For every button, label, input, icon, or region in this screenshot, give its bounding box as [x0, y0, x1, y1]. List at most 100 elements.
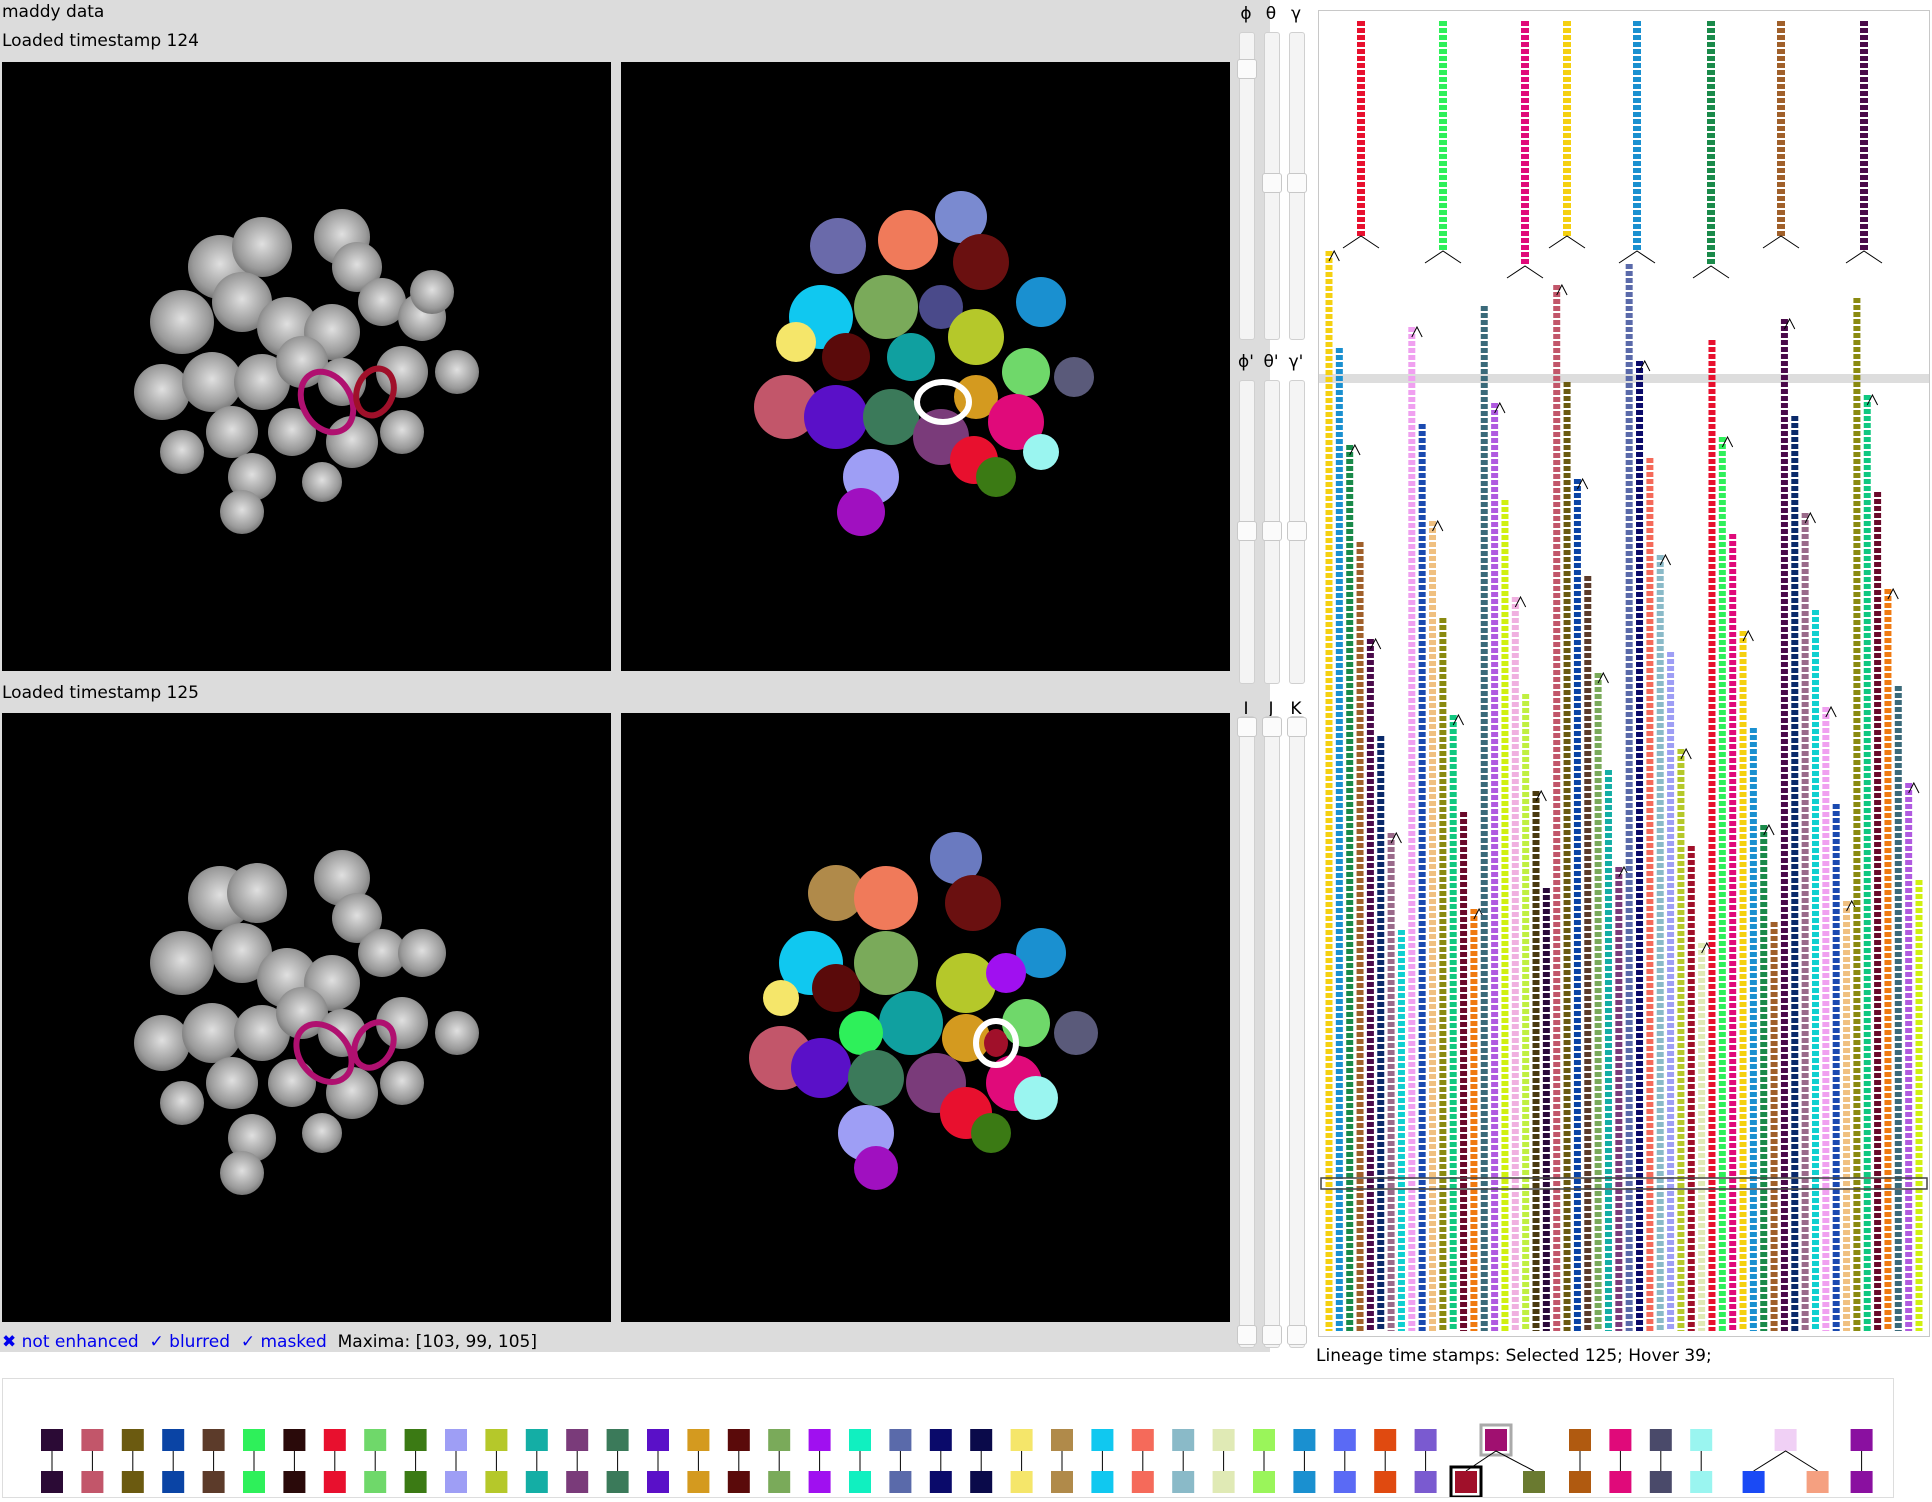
palette-child-swatch[interactable]: [849, 1471, 871, 1493]
raw-image-bottom[interactable]: [2, 713, 611, 1322]
palette-parent-swatch[interactable]: [970, 1429, 993, 1451]
theta-prime-slider-thumb[interactable]: [1262, 521, 1282, 541]
palette-child-swatch[interactable]: [243, 1471, 265, 1493]
phi-prime-slider-thumb[interactable]: [1237, 521, 1257, 541]
lineage-tree[interactable]: [1318, 10, 1930, 1337]
palette-child-swatch[interactable]: [1850, 1471, 1873, 1493]
palette-split-child-swatch[interactable]: [1742, 1471, 1765, 1493]
palette-parent-swatch[interactable]: [566, 1429, 589, 1451]
palette-parent-swatch[interactable]: [1091, 1429, 1114, 1451]
raw-image-top[interactable]: [2, 62, 611, 671]
palette-child-swatch[interactable]: [1293, 1471, 1316, 1493]
theta-slider-thumb[interactable]: [1262, 173, 1282, 193]
palette-child-swatch[interactable]: [1131, 1471, 1154, 1493]
palette-parent-swatch[interactable]: [525, 1429, 548, 1451]
palette-child-swatch[interactable]: [929, 1471, 952, 1493]
palette-parent-swatch[interactable]: [1690, 1429, 1713, 1451]
palette-child-swatch[interactable]: [323, 1471, 346, 1493]
palette-parent-swatch[interactable]: [1253, 1429, 1275, 1451]
palette-selected-parent-swatch[interactable]: [1485, 1429, 1507, 1451]
palette-parent-swatch[interactable]: [1010, 1429, 1033, 1451]
palette-parent-swatch[interactable]: [1414, 1429, 1437, 1451]
segmentation-image-bottom[interactable]: [621, 713, 1230, 1322]
palette-parent-swatch[interactable]: [929, 1429, 952, 1451]
phi-slider[interactable]: [1237, 32, 1257, 340]
i-slider-thumb-bottom[interactable]: [1237, 1325, 1257, 1345]
j-slider[interactable]: [1262, 716, 1282, 1348]
palette-parent-swatch[interactable]: [162, 1429, 185, 1451]
palette-child-swatch[interactable]: [1212, 1471, 1235, 1493]
theta-prime-slider[interactable]: [1262, 380, 1282, 684]
palette-parent-swatch[interactable]: [485, 1429, 508, 1451]
palette-child-swatch[interactable]: [404, 1471, 427, 1493]
palette-parent-swatch[interactable]: [202, 1429, 225, 1451]
palette-parent-swatch[interactable]: [404, 1429, 427, 1451]
palette-child-swatch[interactable]: [525, 1471, 548, 1493]
phi-prime-slider[interactable]: [1237, 380, 1257, 684]
j-slider-thumb-bottom[interactable]: [1262, 1325, 1282, 1345]
palette-child-swatch[interactable]: [1690, 1471, 1713, 1493]
palette-child-swatch[interactable]: [768, 1471, 791, 1493]
palette-child-swatch[interactable]: [1172, 1471, 1195, 1493]
palette-child-swatch[interactable]: [121, 1471, 144, 1493]
palette-sibling-child-swatch[interactable]: [1523, 1471, 1545, 1493]
palette-child-swatch[interactable]: [1609, 1471, 1632, 1493]
palette-parent-swatch[interactable]: [1293, 1429, 1316, 1451]
theta-slider[interactable]: [1262, 32, 1282, 340]
palette-parent-swatch[interactable]: [1850, 1429, 1873, 1451]
k-slider-thumb-bottom[interactable]: [1287, 1325, 1307, 1345]
gamma-slider[interactable]: [1287, 32, 1307, 340]
enhance-toggle[interactable]: ✖ not enhanced: [2, 1332, 139, 1352]
palette-child-swatch[interactable]: [1333, 1471, 1356, 1493]
palette-parent-swatch[interactable]: [768, 1429, 791, 1451]
palette-child-swatch[interactable]: [1051, 1471, 1073, 1493]
palette-parent-swatch[interactable]: [889, 1429, 912, 1451]
palette-parent-swatch[interactable]: [1374, 1429, 1397, 1451]
gamma-prime-slider[interactable]: [1287, 380, 1307, 684]
palette-split-child-swatch[interactable]: [1806, 1471, 1829, 1493]
palette-child-swatch[interactable]: [1253, 1471, 1275, 1493]
palette-child-swatch[interactable]: [485, 1471, 508, 1493]
palette-child-swatch[interactable]: [1374, 1471, 1397, 1493]
palette-parent-swatch[interactable]: [283, 1429, 306, 1451]
palette-child-swatch[interactable]: [566, 1471, 589, 1493]
palette-child-swatch[interactable]: [1091, 1471, 1114, 1493]
palette-parent-swatch[interactable]: [41, 1429, 63, 1451]
palette-child-swatch[interactable]: [727, 1471, 750, 1493]
palette-split-parent-swatch[interactable]: [1774, 1429, 1797, 1451]
palette-child-swatch[interactable]: [41, 1471, 63, 1493]
palette-child-swatch[interactable]: [364, 1471, 387, 1493]
palette-child-swatch[interactable]: [202, 1471, 225, 1493]
i-slider-thumb-top[interactable]: [1237, 717, 1257, 737]
j-slider-thumb-top[interactable]: [1262, 717, 1282, 737]
palette-child-swatch[interactable]: [1414, 1471, 1437, 1493]
k-slider[interactable]: [1287, 716, 1307, 1348]
palette-child-swatch[interactable]: [970, 1471, 993, 1493]
palette-parent-swatch[interactable]: [1051, 1429, 1073, 1451]
palette-child-swatch[interactable]: [808, 1471, 831, 1493]
palette-parent-swatch[interactable]: [323, 1429, 346, 1451]
palette-child-swatch[interactable]: [1649, 1471, 1672, 1493]
palette-child-swatch[interactable]: [606, 1471, 629, 1493]
palette-parent-swatch[interactable]: [647, 1429, 669, 1451]
palette-parent-swatch[interactable]: [808, 1429, 831, 1451]
palette-parent-swatch[interactable]: [849, 1429, 871, 1451]
palette-child-swatch[interactable]: [1010, 1471, 1033, 1493]
k-slider-thumb-top[interactable]: [1287, 717, 1307, 737]
palette-child-swatch[interactable]: [647, 1471, 669, 1493]
palette-child-swatch[interactable]: [445, 1471, 467, 1493]
palette-parent-swatch[interactable]: [1333, 1429, 1356, 1451]
palette-parent-swatch[interactable]: [364, 1429, 387, 1451]
palette-parent-swatch[interactable]: [1649, 1429, 1672, 1451]
gamma-prime-slider-thumb[interactable]: [1287, 521, 1307, 541]
palette-child-swatch[interactable]: [1569, 1471, 1591, 1493]
palette-parent-swatch[interactable]: [121, 1429, 144, 1451]
palette-child-swatch[interactable]: [162, 1471, 185, 1493]
palette-parent-swatch[interactable]: [1212, 1429, 1235, 1451]
palette-parent-swatch[interactable]: [687, 1429, 710, 1451]
palette-parent-swatch[interactable]: [81, 1429, 104, 1451]
i-slider[interactable]: [1237, 716, 1257, 1348]
palette-parent-swatch[interactable]: [243, 1429, 265, 1451]
palette-child-swatch[interactable]: [81, 1471, 104, 1493]
palette-child-swatch[interactable]: [889, 1471, 912, 1493]
